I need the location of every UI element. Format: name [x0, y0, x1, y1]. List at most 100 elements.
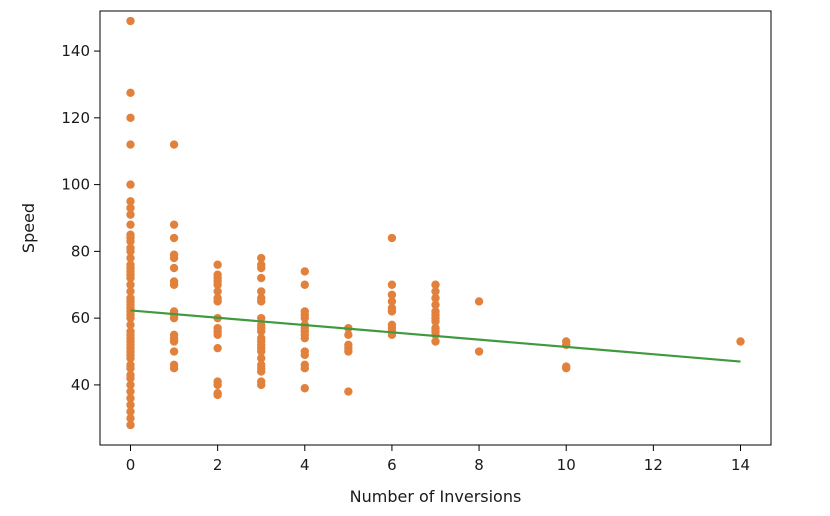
- data-point: [300, 280, 309, 289]
- data-point: [213, 380, 222, 390]
- data-point: [257, 253, 266, 263]
- data-point: [257, 327, 266, 336]
- y-axis-label: Speed: [19, 203, 38, 253]
- data-point: [169, 280, 179, 289]
- data-point: [300, 364, 309, 373]
- data-point: [126, 237, 135, 246]
- data-point: [213, 287, 222, 296]
- data-point: [126, 247, 135, 256]
- data-point: [257, 263, 266, 273]
- data-point: [169, 220, 179, 229]
- data-point: [169, 337, 179, 346]
- data-point: [126, 280, 135, 289]
- data-point: [300, 333, 309, 343]
- data-point: [300, 350, 309, 360]
- y-tick-label: 60: [71, 309, 90, 327]
- x-tick-label: 0: [126, 456, 136, 474]
- data-point: [126, 354, 135, 363]
- y-axis-ticks: 40 60 80 100 120 140: [61, 42, 100, 394]
- data-point: [126, 400, 135, 410]
- data-point: [257, 380, 266, 390]
- data-point: [126, 420, 135, 430]
- data-point: [431, 300, 440, 309]
- data-point: [169, 233, 179, 243]
- data-point: [126, 88, 135, 97]
- x-tick-label: 8: [474, 456, 484, 474]
- data-point: [169, 313, 179, 323]
- scatter-points: [126, 16, 745, 430]
- data-point: [169, 347, 179, 356]
- x-axis-ticks: 0 2 4 6 8 10 12 14: [126, 445, 750, 474]
- y-tick-label: 120: [61, 109, 90, 127]
- data-point: [126, 313, 135, 323]
- data-point: [474, 297, 484, 306]
- data-point: [387, 307, 397, 316]
- data-point: [257, 297, 266, 306]
- y-tick-label: 40: [71, 376, 90, 394]
- x-axis-label: Number of Inversions: [350, 487, 522, 506]
- data-point: [169, 140, 179, 149]
- data-point: [431, 293, 440, 303]
- x-tick-label: 12: [644, 456, 663, 474]
- data-point: [126, 180, 135, 189]
- data-point: [126, 140, 135, 149]
- data-point: [213, 280, 222, 289]
- data-point: [387, 297, 397, 306]
- data-point: [257, 287, 266, 296]
- data-point: [387, 233, 397, 243]
- data-point: [126, 220, 135, 229]
- data-point: [344, 347, 353, 356]
- data-point: [257, 273, 266, 283]
- data-point: [213, 390, 222, 400]
- data-point: [213, 297, 222, 306]
- x-tick-label: 4: [300, 456, 310, 474]
- trend-line-group: [130, 309, 741, 363]
- data-point: [169, 263, 179, 273]
- data-point: [344, 330, 353, 340]
- data-point: [126, 414, 135, 423]
- data-point: [300, 313, 309, 323]
- data-point: [126, 197, 135, 206]
- x-tick-label: 14: [731, 456, 750, 474]
- x-tick-label: 10: [557, 456, 576, 474]
- data-point: [257, 347, 266, 356]
- data-point: [126, 394, 135, 403]
- data-point: [126, 210, 135, 219]
- data-point: [300, 384, 309, 393]
- data-point: [126, 364, 135, 373]
- x-tick-label: 6: [387, 456, 397, 474]
- data-point: [474, 347, 484, 356]
- data-point: [126, 203, 135, 213]
- data-point: [126, 253, 135, 263]
- data-point: [431, 287, 440, 296]
- data-point: [213, 260, 222, 269]
- data-point: [126, 387, 135, 396]
- y-tick-label: 100: [61, 176, 90, 194]
- data-point: [431, 317, 440, 326]
- y-tick-label: 80: [71, 242, 90, 260]
- data-point: [257, 367, 266, 376]
- data-point: [126, 374, 135, 383]
- data-point: [126, 113, 135, 123]
- data-point: [126, 16, 135, 26]
- data-point: [126, 380, 135, 390]
- data-point: [300, 267, 309, 276]
- data-point: [169, 364, 179, 373]
- data-point: [431, 280, 440, 289]
- y-tick-label: 140: [61, 42, 90, 60]
- data-point: [213, 330, 222, 340]
- data-point: [387, 290, 397, 299]
- data-point: [126, 407, 135, 416]
- data-point: [344, 387, 353, 396]
- data-point: [736, 337, 745, 346]
- data-point: [257, 354, 266, 363]
- data-point: [431, 337, 440, 346]
- x-tick-label: 2: [213, 456, 223, 474]
- trend-line: [130, 309, 741, 363]
- data-point: [126, 320, 135, 330]
- data-point: [213, 343, 222, 353]
- data-point: [562, 364, 571, 373]
- data-point: [126, 287, 135, 296]
- data-point: [126, 273, 135, 283]
